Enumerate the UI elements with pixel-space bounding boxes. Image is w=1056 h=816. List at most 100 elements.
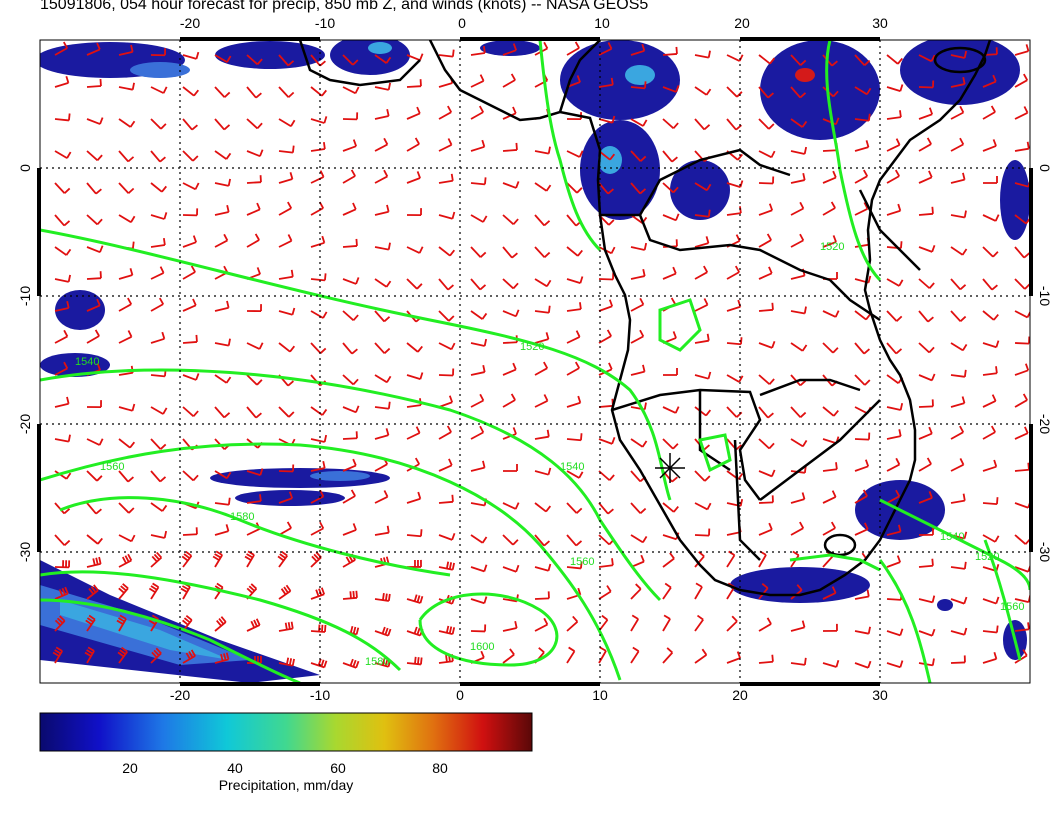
wind-barb — [886, 84, 904, 93]
wind-barb — [214, 178, 232, 187]
wind-barb — [374, 428, 390, 440]
wind-barb — [534, 214, 551, 227]
wind-barb — [694, 582, 703, 600]
lat-tick-label: -10 — [1037, 286, 1053, 306]
lon-tick-label: -10 — [310, 687, 330, 703]
wind-barb — [758, 469, 776, 478]
wind-barb — [150, 182, 167, 193]
wind-barb — [758, 203, 774, 216]
wind-barb — [118, 297, 133, 312]
wind-barb — [566, 395, 582, 408]
wind-barb — [406, 372, 424, 381]
wind-barb — [150, 48, 167, 57]
wind-barb — [950, 596, 968, 605]
wind-barb — [790, 620, 806, 632]
wind-barb — [406, 656, 423, 666]
wind-barb — [310, 310, 328, 319]
wind-barb — [310, 342, 327, 354]
wind-barb — [54, 214, 71, 227]
wind-barb — [150, 118, 167, 130]
wind-barb — [118, 438, 136, 449]
wind-barb — [502, 464, 518, 472]
wind-barb — [566, 615, 579, 632]
colorbar-tick-label: 40 — [227, 760, 243, 776]
wind-barb — [374, 204, 390, 216]
wind-barb — [1014, 363, 1030, 376]
wind-barb — [1014, 141, 1030, 152]
wind-barb — [790, 374, 807, 387]
wind-barb — [630, 182, 647, 195]
wind-barb — [726, 180, 744, 189]
wind-barb — [694, 182, 712, 192]
wind-barb — [182, 118, 198, 131]
wind-barb — [342, 658, 360, 669]
wind-barb — [822, 201, 836, 216]
wind-barb — [246, 54, 263, 66]
wind-barb — [86, 271, 102, 280]
wind-barb — [278, 342, 296, 353]
wind-barb — [662, 614, 671, 632]
coastline-layer — [298, 40, 992, 597]
wind-barb — [438, 310, 455, 322]
wind-barb — [566, 246, 583, 257]
wind-barb — [822, 462, 838, 472]
wind-barb — [566, 534, 583, 547]
wind-barb — [214, 470, 232, 480]
wind-barb — [214, 300, 230, 312]
wind-barb — [118, 150, 135, 163]
wind-barb — [566, 470, 584, 479]
wind-barb — [566, 182, 583, 194]
wind-barb — [694, 265, 709, 280]
wind-barb — [86, 298, 101, 312]
wind-barb — [54, 502, 71, 515]
wind-barb — [534, 332, 550, 344]
wind-barb — [534, 502, 552, 513]
wind-barbs-layer — [52, 41, 1030, 669]
wind-barb — [758, 522, 773, 536]
wind-barb — [662, 118, 679, 129]
wind-barb — [502, 620, 518, 632]
wind-barb — [470, 596, 488, 605]
wind-barb — [470, 74, 485, 88]
wind-barb — [598, 299, 614, 312]
wind-barb — [374, 169, 389, 184]
wind-barb — [150, 266, 165, 280]
wind-barb — [54, 586, 69, 600]
wind-barb — [790, 492, 806, 504]
colorbar-gradient — [39, 712, 533, 752]
wind-barb — [758, 54, 776, 65]
wind-barb — [982, 139, 997, 152]
wind-barb — [118, 182, 135, 194]
wind-barb — [406, 342, 423, 353]
wind-barb — [278, 584, 292, 600]
wind-barb — [886, 203, 902, 216]
station-marker — [655, 453, 685, 483]
wind-barb — [470, 425, 485, 440]
wind-barb — [662, 266, 677, 280]
wind-barb — [950, 655, 966, 664]
wind-barb — [662, 582, 672, 600]
wind-barb — [534, 246, 551, 258]
wind-barb — [86, 42, 101, 56]
wind-barb — [854, 169, 869, 184]
wind-barb — [118, 268, 134, 280]
lon-ticks-top: -20 -10 0 10 20 30 — [180, 15, 888, 31]
wind-barb — [438, 105, 453, 120]
lat-tick-label: 0 — [17, 164, 33, 172]
wind-barb — [54, 560, 71, 569]
wind-barb — [758, 654, 774, 664]
wind-barb — [54, 182, 71, 194]
wind-barb — [854, 432, 871, 441]
wind-barb — [150, 470, 167, 483]
wind-barb — [534, 278, 552, 288]
wind-barb — [790, 306, 807, 315]
wind-barb — [1014, 564, 1030, 573]
wind-barb — [726, 651, 741, 664]
lat-tick-label: -10 — [17, 286, 33, 306]
wind-barb — [310, 658, 328, 669]
wind-barb — [950, 246, 968, 256]
wind-barb — [342, 489, 356, 504]
contour-label: 1560 — [100, 461, 124, 473]
wind-barb — [246, 406, 262, 419]
lat-tick-label: -20 — [1037, 414, 1053, 434]
